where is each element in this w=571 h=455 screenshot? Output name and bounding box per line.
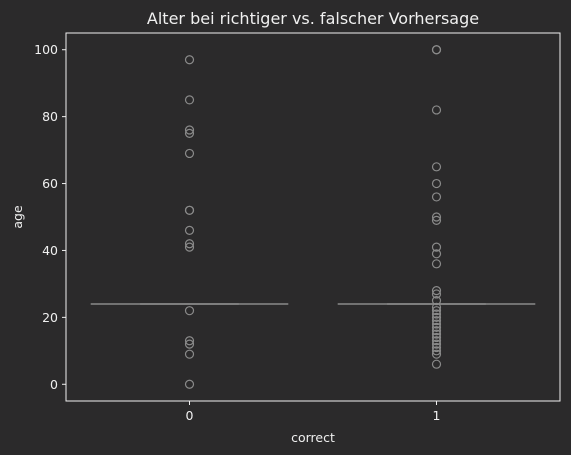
outlier-point bbox=[431, 306, 442, 316]
y-tick-label: 20 bbox=[42, 310, 58, 325]
y-tick-label: 80 bbox=[42, 109, 58, 124]
outlier-point bbox=[431, 259, 442, 269]
outlier-point bbox=[431, 339, 442, 349]
outlier-point bbox=[431, 296, 442, 306]
outlier-point bbox=[184, 379, 195, 389]
y-axis: 0 20 40 60 80 100 bbox=[34, 42, 66, 392]
outlier-point bbox=[431, 242, 442, 252]
outlier-point bbox=[431, 105, 442, 115]
outlier-point bbox=[184, 128, 195, 138]
y-tick-label: 0 bbox=[50, 377, 58, 392]
outlier-point bbox=[431, 342, 442, 353]
outlier-point bbox=[184, 55, 195, 65]
chart-title: Alter bei richtiger vs. falscher Vorhers… bbox=[147, 9, 479, 28]
outlier-point bbox=[184, 225, 195, 235]
outlier-point bbox=[431, 178, 442, 189]
outlier-point bbox=[431, 346, 442, 356]
outlier-point bbox=[431, 309, 442, 319]
outlier-point bbox=[184, 125, 195, 135]
outlier-point bbox=[431, 289, 442, 299]
outlier-point bbox=[184, 339, 195, 349]
outlier-point bbox=[184, 336, 195, 346]
plot-frame bbox=[65, 32, 561, 402]
outlier-point bbox=[431, 312, 442, 322]
outlier-point bbox=[431, 322, 442, 332]
box-group-0 bbox=[90, 55, 289, 389]
outlier-point bbox=[184, 306, 195, 316]
box-series bbox=[90, 45, 536, 389]
outlier-point bbox=[431, 212, 442, 222]
outlier-point bbox=[431, 336, 442, 346]
y-tick-label: 60 bbox=[42, 176, 58, 191]
outlier-point bbox=[431, 162, 442, 172]
outlier-point bbox=[184, 148, 195, 159]
outlier-point bbox=[431, 302, 442, 312]
outlier-point bbox=[184, 239, 195, 249]
y-tick-label: 40 bbox=[42, 243, 58, 258]
outlier-point bbox=[431, 286, 442, 296]
y-axis-label: age bbox=[10, 205, 25, 229]
x-axis-label: correct bbox=[291, 430, 335, 445]
outlier-point bbox=[184, 205, 195, 215]
outlier-point bbox=[184, 242, 195, 252]
outlier-point bbox=[431, 359, 442, 369]
outlier-point bbox=[431, 332, 442, 343]
outlier-point bbox=[431, 249, 442, 259]
outlier-point bbox=[431, 215, 442, 225]
y-tick-label: 100 bbox=[34, 42, 58, 57]
outlier-point bbox=[431, 329, 442, 339]
outlier-point bbox=[431, 326, 442, 336]
box-group-1 bbox=[337, 45, 536, 369]
outlier-point bbox=[431, 349, 442, 359]
outlier-point bbox=[431, 192, 442, 202]
x-tick-label: 1 bbox=[433, 408, 441, 423]
outlier-point bbox=[431, 45, 442, 55]
outlier-point bbox=[431, 319, 442, 329]
outlier-point bbox=[431, 316, 442, 326]
outlier-point bbox=[184, 349, 195, 359]
outlier-point bbox=[184, 95, 195, 105]
x-tick-label: 0 bbox=[186, 408, 194, 423]
